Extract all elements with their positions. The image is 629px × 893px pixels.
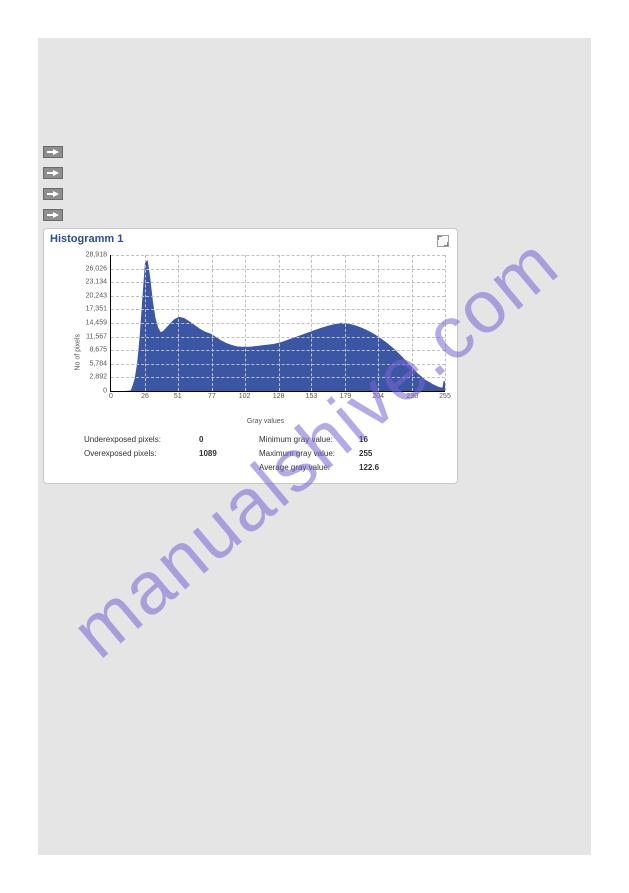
stat-label xyxy=(84,461,199,475)
x-axis-label: Gray values xyxy=(82,418,449,425)
histogram-plot-area: 02,8925,7848,67511,56714,45917,35120,243… xyxy=(110,255,445,392)
stats-row: Underexposed pixels: 0 Minimum gray valu… xyxy=(84,433,445,447)
arrow-list xyxy=(43,146,63,230)
histogram-plot: 02,8925,7848,67511,56714,45917,35120,243… xyxy=(80,251,449,416)
document-page: Histogramm 1 02,8925,7848,67511,56714,45… xyxy=(38,38,591,855)
stat-value: 255 xyxy=(359,447,399,461)
arrow-nav-button[interactable] xyxy=(43,209,63,221)
arrow-nav-button[interactable] xyxy=(43,188,63,200)
stat-value xyxy=(199,461,259,475)
stat-label: Average gray value: xyxy=(259,461,359,475)
arrow-nav-button[interactable] xyxy=(43,167,63,179)
stat-value: 0 xyxy=(199,433,259,447)
histogram-panel: Histogramm 1 02,8925,7848,67511,56714,45… xyxy=(43,228,458,484)
stat-value: 122.6 xyxy=(359,461,399,475)
histogram-header: Histogramm 1 xyxy=(44,229,457,247)
stat-label: Maximum gray value: xyxy=(259,447,359,461)
stat-value: 1089 xyxy=(199,447,259,461)
y-axis-label: No of pixels xyxy=(75,334,82,371)
histogram-title: Histogramm 1 xyxy=(44,229,457,247)
fullscreen-icon[interactable] xyxy=(437,235,449,247)
stats-row: Average gray value: 122.6 xyxy=(84,461,445,475)
histogram-stats: Underexposed pixels: 0 Minimum gray valu… xyxy=(44,427,457,483)
stat-value: 16 xyxy=(359,433,399,447)
stat-label: Minimum gray value: xyxy=(259,433,359,447)
stat-label: Overexposed pixels: xyxy=(84,447,199,461)
arrow-nav-button[interactable] xyxy=(43,146,63,158)
stat-label: Underexposed pixels: xyxy=(84,433,199,447)
histogram-plot-wrapper: 02,8925,7848,67511,56714,45917,35120,243… xyxy=(44,247,457,427)
stats-row: Overexposed pixels: 1089 Maximum gray va… xyxy=(84,447,445,461)
